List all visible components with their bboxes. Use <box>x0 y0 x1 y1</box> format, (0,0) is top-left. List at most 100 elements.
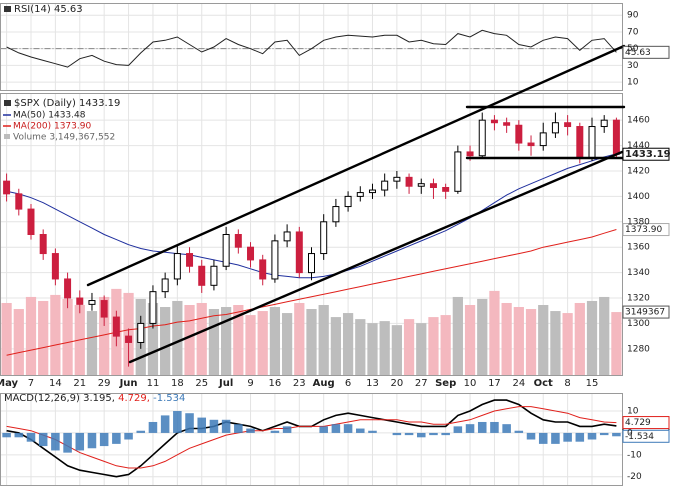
value-tag-box <box>622 416 670 430</box>
price-tick-label: 1280 <box>627 344 650 354</box>
candle-body <box>417 183 425 187</box>
x-tick-label: 13 <box>366 378 379 389</box>
volume-bar <box>440 315 451 376</box>
volume-bar <box>611 312 622 376</box>
volume-bar <box>342 313 354 376</box>
price-tick-label: 1320 <box>627 294 650 304</box>
macd-histogram-bar <box>368 430 377 433</box>
volume-bar <box>501 302 512 376</box>
volume-bar <box>221 307 232 376</box>
volume-bar <box>574 302 585 376</box>
macd-line <box>6 399 617 478</box>
rsi-tick-label: 90 <box>627 11 639 21</box>
candle-body <box>429 183 437 189</box>
volume-bar <box>184 305 195 376</box>
candle-body <box>27 208 35 235</box>
macd-histogram-bar <box>502 424 511 433</box>
volume-bar <box>550 311 561 376</box>
candle-body <box>210 265 218 286</box>
candle-body <box>478 119 486 157</box>
x-tick-label: 20 <box>391 378 404 389</box>
value-tag-box <box>622 429 670 443</box>
price-tick-label: 1440 <box>627 141 650 151</box>
candle-body <box>161 278 169 293</box>
candle-body <box>173 253 181 280</box>
x-tick-label: 6 <box>345 378 351 389</box>
value-tag-box <box>622 147 670 161</box>
macd-histogram-bar <box>477 421 487 433</box>
x-tick-label: 17 <box>488 378 501 389</box>
moving-average-line <box>6 229 617 356</box>
x-tick-label: Oct <box>534 378 553 389</box>
volume-bar <box>525 309 537 376</box>
macd-histogram-bar <box>38 432 48 447</box>
histogram-legend-value: -1.534 <box>153 393 185 404</box>
volume-bar <box>147 302 159 376</box>
macd-line <box>6 406 617 469</box>
macd-histogram-bar <box>209 419 219 433</box>
volume-bar <box>367 323 378 376</box>
macd-tick-label: -20 <box>627 472 642 482</box>
x-tick-label: 25 <box>195 378 208 389</box>
candle-body <box>527 142 535 147</box>
candle-body <box>137 322 145 343</box>
macd-histogram-bar <box>453 426 463 433</box>
x-tick-label: Aug <box>313 378 335 389</box>
candle-body <box>551 122 559 134</box>
x-tick-label: 15 <box>586 378 599 389</box>
macd-histogram-bar <box>551 432 560 444</box>
x-tick-label: 21 <box>73 378 86 389</box>
volume-bar <box>489 290 500 376</box>
candle-body <box>15 193 23 210</box>
volume-bar <box>513 307 524 376</box>
macd-histogram-bar <box>14 432 24 438</box>
candle-body <box>442 187 450 192</box>
x-tick-label: Jun <box>119 378 138 389</box>
rsi-line <box>6 29 617 68</box>
macd-histogram-bar <box>148 421 158 433</box>
macd-histogram-bar <box>270 430 280 433</box>
candle-body <box>539 132 547 147</box>
x-tick-label: 29 <box>98 378 111 389</box>
price-tick-label: 1360 <box>627 243 650 253</box>
candle-body <box>588 126 596 159</box>
rsi-tick-label: 30 <box>627 61 639 71</box>
volume-bar <box>62 298 73 376</box>
volume-bar <box>172 300 183 376</box>
trend-line-lower <box>128 150 624 364</box>
candle-body <box>320 221 328 255</box>
macd-title: MACD(12,26,9) <box>4 393 80 404</box>
candle-body <box>3 180 11 195</box>
macd-legend-value: 3.195, <box>83 393 115 404</box>
volume-bar <box>50 294 61 376</box>
candle-body <box>39 234 47 255</box>
volume-bar <box>428 317 439 376</box>
volume-bar <box>306 309 317 376</box>
value-tag: 1433.19 <box>625 149 671 160</box>
volume-bar <box>416 323 427 376</box>
volume-bar <box>477 298 488 376</box>
price-tick-label: 1420 <box>627 166 650 176</box>
volume-bar <box>13 309 24 376</box>
rsi-tick-label: 10 <box>627 78 639 88</box>
x-tick-label: 8 <box>564 378 570 389</box>
macd-histogram-bar <box>2 432 11 438</box>
x-tick-label: 11 <box>147 378 160 389</box>
ma200-legend: MA(200) 1373.90 <box>13 122 91 132</box>
macd-histogram-bar <box>63 432 72 453</box>
candle-body <box>100 300 108 318</box>
volume-swatch <box>4 134 10 139</box>
volume-bar <box>281 313 293 376</box>
x-tick-label: 18 <box>171 378 184 389</box>
candle-body <box>186 253 194 267</box>
macd-histogram-bar <box>404 432 414 436</box>
candle-body <box>466 151 474 157</box>
macd-histogram-bar <box>51 432 60 451</box>
price-tick-label: 1400 <box>627 192 650 202</box>
volume-bar <box>379 321 390 376</box>
candle-body <box>295 231 303 274</box>
value-tag: 1373.90 <box>625 225 662 235</box>
volume-bar <box>269 307 281 376</box>
x-tick-label: 27 <box>415 378 428 389</box>
price-tick-label: 1340 <box>627 268 650 278</box>
